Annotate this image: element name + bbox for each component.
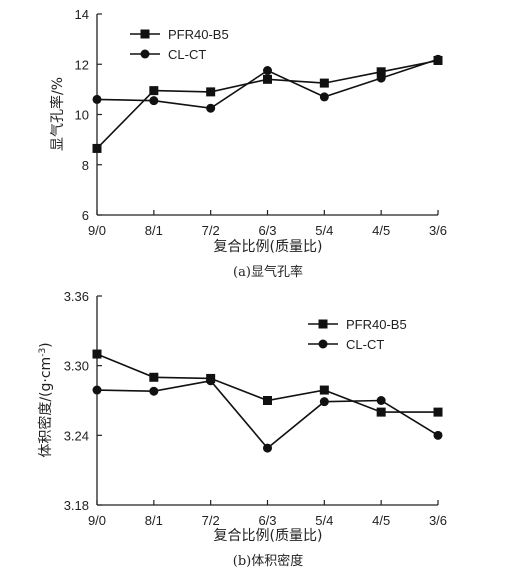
chart-b-x-ticks: 9/0 8/1 7/2 6/3 5/4 4/5 3/6: [88, 500, 447, 528]
chart-a-legend: PFR40-B5 CL-CT: [130, 27, 229, 62]
chart-b-legend-label-1: PFR40-B5: [346, 317, 407, 332]
chart-b-x-tick-label: 6/3: [258, 513, 276, 528]
chart-b-series-1-point: [319, 385, 329, 395]
chart-a-series-2-point: [92, 94, 102, 104]
chart-b: 3.18 3.24 3.30 3.36 9/0 8/1 7/2 6/3 5/4 4/5 3/6 P…: [37, 289, 447, 569]
chart-a-series-1-point: [92, 143, 102, 153]
chart-a-y-tick-label: 8: [82, 158, 89, 173]
chart-b-legend-marker-2: [318, 339, 328, 349]
chart-b-y-tick-label: 3.18: [64, 498, 89, 513]
chart-a-series: [92, 54, 443, 153]
chart-b-x-tick-label: 9/0: [88, 513, 106, 528]
chart-a-y-tick-label: 10: [75, 108, 89, 123]
chart-b-y-label-sup: -3: [38, 348, 48, 357]
chart-a-y-tick-label: 14: [75, 7, 89, 22]
chart-a-series-2-point: [376, 73, 386, 83]
chart-b-x-tick-label: 5/4: [315, 513, 333, 528]
chart-b-series-2-point: [92, 385, 102, 395]
chart-a-series-1-point: [149, 86, 159, 96]
chart-b-y-tick-label: 3.30: [64, 359, 89, 374]
chart-b-x-tick-label: 8/1: [145, 513, 163, 528]
chart-a-y-tick-label: 6: [82, 208, 89, 223]
chart-b-x-tick-label: 3/6: [429, 513, 447, 528]
chart-a-y-tick-label: 12: [75, 57, 89, 72]
chart-b-series-2-point: [206, 376, 216, 386]
chart-b-x-label: 复合比例(质量比): [214, 527, 323, 544]
chart-b-x-tick-label: 4/5: [372, 513, 390, 528]
chart-a-series-2-point: [206, 103, 216, 113]
chart-b-y-label: 体积密度/(g·cm-3): [37, 342, 54, 457]
chart-b-y-label-end: ): [38, 342, 54, 347]
chart-a-y-ticks: 6 8 10 12 14: [75, 7, 102, 223]
chart-b-legend-marker-1: [318, 319, 328, 329]
chart-b-x-tick-label: 7/2: [202, 513, 220, 528]
chart-b-series-2-point: [319, 397, 329, 407]
chart-b-caption: (b)体积密度: [233, 553, 303, 569]
chart-a-x-tick-label: 3/6: [429, 223, 447, 238]
chart-b-series-2-point: [149, 386, 159, 396]
chart-a-x-tick-label: 7/2: [202, 223, 220, 238]
chart-a-x-label: 复合比例(质量比): [214, 238, 323, 255]
chart-a-series-1-point: [319, 78, 329, 88]
chart-a-x-tick-label: 9/0: [88, 223, 106, 238]
chart-a-series-2-point: [263, 66, 272, 76]
chart-a-series-2-point: [433, 54, 443, 64]
chart-a-caption: (a)显气孔率: [233, 264, 303, 280]
chart-b-series-2-point: [433, 430, 443, 440]
chart-a: 6 8 10 12 14 9/0 8/1 7/2 6/3 5/4 4/5 3/6 PFR40-B5 …: [49, 7, 447, 280]
chart-a-x-ticks: 9/0 8/1 7/2 6/3 5/4 4/5 3/6: [88, 210, 447, 238]
chart-b-series-1-point: [263, 396, 272, 405]
chart-b-y-tick-label: 3.36: [64, 289, 89, 304]
chart-b-legend: PFR40-B5 CL-CT: [308, 317, 407, 352]
chart-a-x-tick-label: 6/3: [258, 223, 276, 238]
chart-a-x-tick-label: 4/5: [372, 223, 390, 238]
chart-a-series-1-point: [263, 74, 272, 84]
chart-b-series-2-line: [96, 379, 439, 450]
chart-b-series-2-point: [263, 443, 272, 453]
chart-b-y-ticks: 3.18 3.24 3.30 3.36: [64, 289, 102, 513]
chart-b-series-1-point: [149, 372, 159, 382]
chart-b-series-2-point: [376, 396, 386, 405]
chart-b-series-1-point: [92, 349, 102, 359]
chart-a-legend-label-2: CL-CT: [168, 47, 206, 62]
chart-a-x-tick-label: 8/1: [145, 223, 163, 238]
chart-a-legend-label-1: PFR40-B5: [168, 27, 229, 42]
chart-b-series: [92, 349, 443, 453]
chart-a-legend-marker-2: [140, 49, 150, 59]
chart-b-legend-label-2: CL-CT: [346, 337, 384, 352]
chart-b-y-label-main: 体积密度/(g·cm: [37, 357, 54, 458]
chart-a-series-2-point: [149, 96, 159, 106]
chart-b-series-1-point: [433, 407, 443, 417]
chart-a-legend-marker-1: [140, 29, 150, 39]
chart-a-series-2-point: [319, 92, 329, 102]
chart-a-series-1-point: [376, 67, 386, 77]
chart-a-series-1-point: [206, 87, 216, 97]
chart-a-x-tick-label: 5/4: [315, 223, 333, 238]
chart-b-y-tick-label: 3.24: [64, 428, 89, 443]
chart-b-series-1-point: [376, 407, 386, 417]
chart-a-y-label: 显气孔率/%: [49, 77, 66, 151]
